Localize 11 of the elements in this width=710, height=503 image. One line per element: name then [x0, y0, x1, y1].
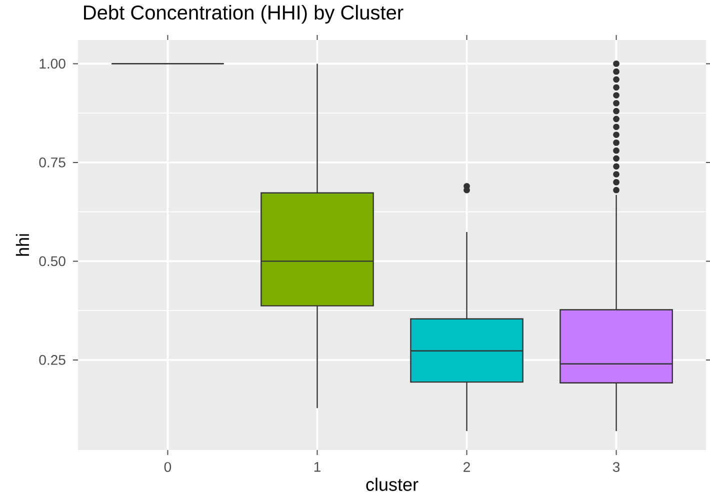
y-tick-label: 0.50: [39, 256, 66, 266]
chart-title: Debt Concentration (HHI) by Cluster: [84, 4, 404, 24]
x-tick-label: 3: [612, 462, 620, 472]
y-axis-title: hhi: [16, 234, 29, 256]
y-tick-label: 1.00: [40, 58, 66, 69]
y-tick-label: 0.25: [39, 355, 66, 365]
x-axis-title: cluster: [366, 478, 418, 491]
x-tick-label: 1: [314, 462, 320, 472]
x-tick-label: 2: [464, 462, 470, 472]
y-tick-label: 0.75: [39, 158, 66, 168]
x-tick-label: 0: [164, 462, 172, 472]
